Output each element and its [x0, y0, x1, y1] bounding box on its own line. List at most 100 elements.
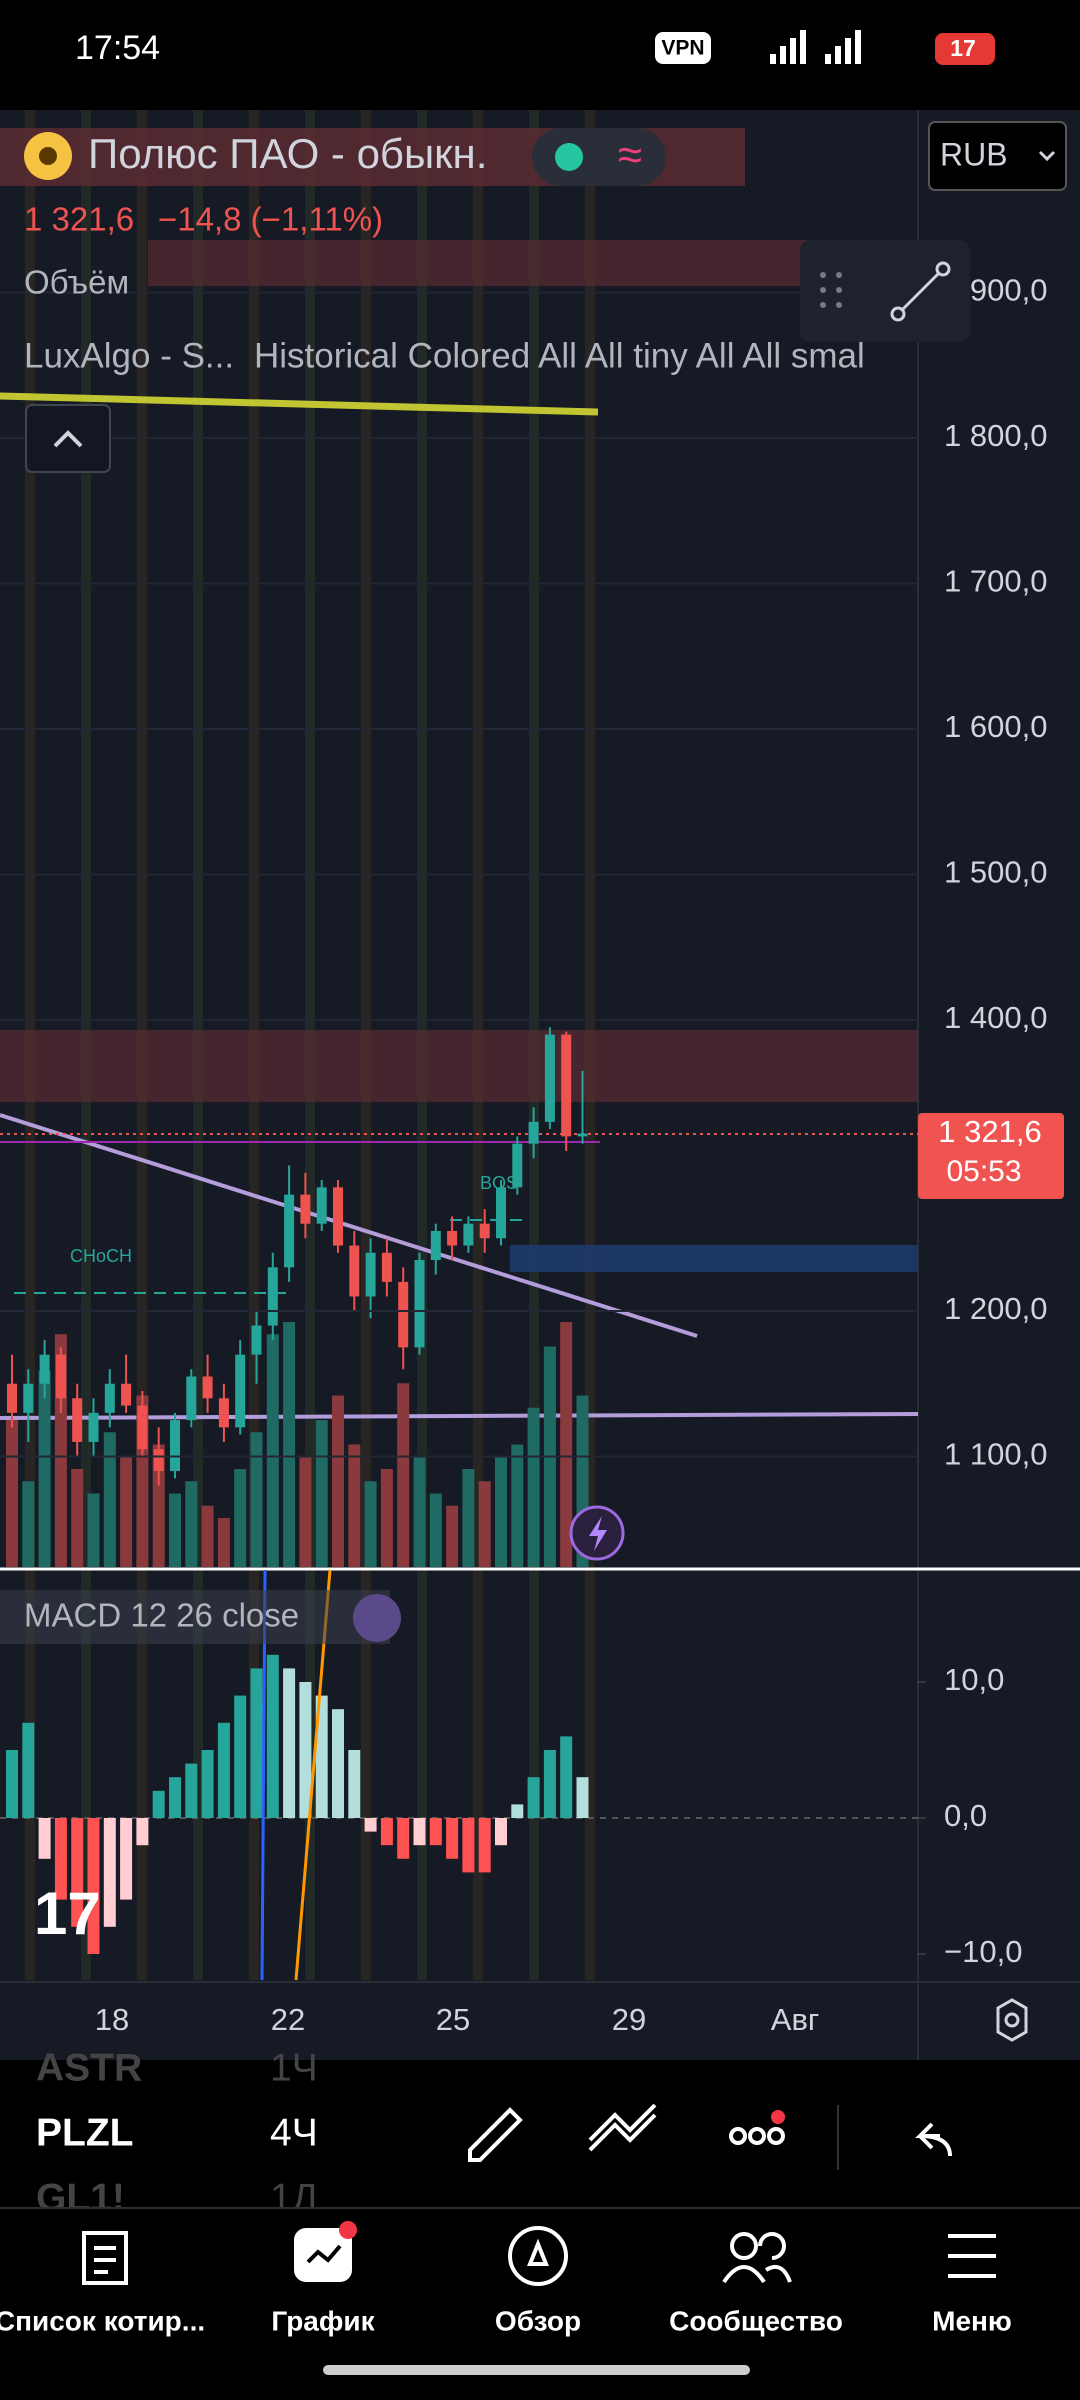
- macd-bar: [283, 1668, 296, 1818]
- candle-body: [349, 1245, 360, 1297]
- volume-bar: [348, 1444, 361, 1567]
- x-tick-label: 22: [271, 2002, 305, 2037]
- community-icon[interactable]: [730, 2232, 758, 2260]
- candle-body: [561, 1034, 572, 1137]
- watchlist-icon[interactable]: [82, 2231, 128, 2285]
- candle-body: [300, 1194, 311, 1224]
- macd-tick-label: −10,0: [944, 1934, 1022, 1969]
- drawn-line: [0, 392, 599, 416]
- volume-bar: [120, 1456, 133, 1567]
- macd-bar: [250, 1668, 263, 1818]
- volume-bar: [364, 1481, 377, 1567]
- volume-bar: [250, 1432, 263, 1567]
- macd-tick-label: 10,0: [944, 1662, 1004, 1697]
- candle-body: [267, 1267, 278, 1326]
- realtime-icon: ≈: [618, 131, 642, 180]
- macd-bar: [348, 1750, 361, 1818]
- x-tick-label: 25: [436, 2002, 470, 2037]
- macd-bar: [446, 1818, 459, 1859]
- symbol-name: Полюс ПАО - обыкн.: [88, 130, 487, 177]
- price-tag-value: 1 321,6: [938, 1114, 1041, 1149]
- drawing-tool-overlay[interactable]: [800, 240, 970, 342]
- volume-bar: [6, 1420, 18, 1567]
- candle-body: [218, 1398, 229, 1428]
- macd-refresh[interactable]: [353, 1594, 401, 1642]
- volume-bar: [478, 1481, 491, 1567]
- choch-label: CHoCH: [70, 1246, 132, 1266]
- price-change: −14,8 (−1,11%): [158, 201, 383, 238]
- indicator-params: Historical Colored All All tiny All All …: [254, 336, 865, 375]
- candle-body: [496, 1187, 506, 1239]
- bos-label: BOS: [480, 1173, 518, 1193]
- macd-bar: [71, 1818, 84, 1927]
- macd-bar: [299, 1682, 312, 1818]
- menu-icon[interactable]: [948, 2234, 996, 2278]
- nav-label[interactable]: Обзор: [495, 2305, 581, 2336]
- y-tick-label: 1 700,0: [944, 564, 1047, 599]
- volume-bar: [71, 1469, 84, 1567]
- settings-icon-core: [1004, 2012, 1020, 2028]
- explore-icon[interactable]: [508, 2226, 568, 2286]
- volume-bar: [283, 1322, 296, 1567]
- demand-zone: [510, 1245, 918, 1272]
- horizontal-line: [0, 1412, 919, 1420]
- candle-body: [463, 1223, 474, 1246]
- last-price: 1 321,6: [24, 201, 134, 238]
- volume-bar: [201, 1505, 214, 1567]
- market-status: [555, 143, 583, 171]
- toolbar-interval: 4Ч: [270, 2111, 318, 2154]
- candle-body: [430, 1230, 441, 1261]
- candle-body: [88, 1412, 99, 1442]
- nav-label[interactable]: Меню: [932, 2305, 1012, 2336]
- macd-bar: [22, 1722, 35, 1818]
- volume-bar: [217, 1518, 230, 1567]
- macd-axis: 10,0 0,0 −10,0: [918, 1662, 1022, 1969]
- candle-body: [447, 1230, 458, 1246]
- candle-body: [333, 1187, 343, 1246]
- indicators-icon[interactable]: [588, 2103, 657, 2152]
- volume-bar: [511, 1444, 524, 1567]
- macd-bar: [54, 1818, 67, 1900]
- x-tick-label: 29: [612, 2002, 646, 2037]
- macd-bar: [495, 1818, 507, 1846]
- settings-icon[interactable]: [996, 1998, 1028, 2042]
- nav-label[interactable]: График: [271, 2305, 375, 2336]
- more-icon[interactable]: [729, 2127, 747, 2145]
- candles: [7, 1027, 588, 1486]
- vpn-badge: [655, 32, 711, 64]
- candle-body: [512, 1143, 523, 1188]
- currency: RUB: [940, 136, 1008, 172]
- x-tick-label: Авг: [771, 2002, 819, 2037]
- battery: [935, 33, 995, 65]
- x-tick-label: 18: [95, 2002, 129, 2037]
- volume-bar: [299, 1456, 312, 1567]
- price-tag: [918, 1113, 1064, 1199]
- nav-label[interactable]: Список котир...: [0, 2305, 205, 2336]
- macd-bar: [87, 1818, 100, 1954]
- candle-body: [414, 1260, 425, 1348]
- macd-bar: [560, 1736, 573, 1818]
- candle-body: [528, 1121, 539, 1144]
- volume-bar: [87, 1493, 100, 1567]
- volume-bar: [169, 1493, 181, 1567]
- y-tick-label: 1 500,0: [944, 855, 1047, 890]
- macd-bar: [397, 1818, 410, 1859]
- macd-bar: [332, 1709, 344, 1818]
- macd-label-bg: [0, 1590, 390, 1644]
- chart-icon-line: [306, 2244, 342, 2264]
- draw-icon[interactable]: [468, 2107, 523, 2162]
- volume-bar: [234, 1469, 247, 1567]
- collapse-button[interactable]: [25, 404, 111, 473]
- undo-icon[interactable]: [915, 2122, 952, 2157]
- time-axis: 18 22 25 29 Авг: [95, 2002, 819, 2037]
- macd-bar: [185, 1763, 198, 1818]
- macd-bar: [234, 1695, 247, 1818]
- volume-bar: [495, 1456, 507, 1567]
- volume-bar: [462, 1469, 475, 1567]
- toolbar-icons: [468, 2103, 952, 2162]
- nav-label[interactable]: Сообщество: [669, 2305, 843, 2336]
- currency-select[interactable]: [928, 121, 1067, 191]
- macd-bar: [429, 1818, 442, 1846]
- toolbar-symbol: PLZL: [36, 2111, 133, 2154]
